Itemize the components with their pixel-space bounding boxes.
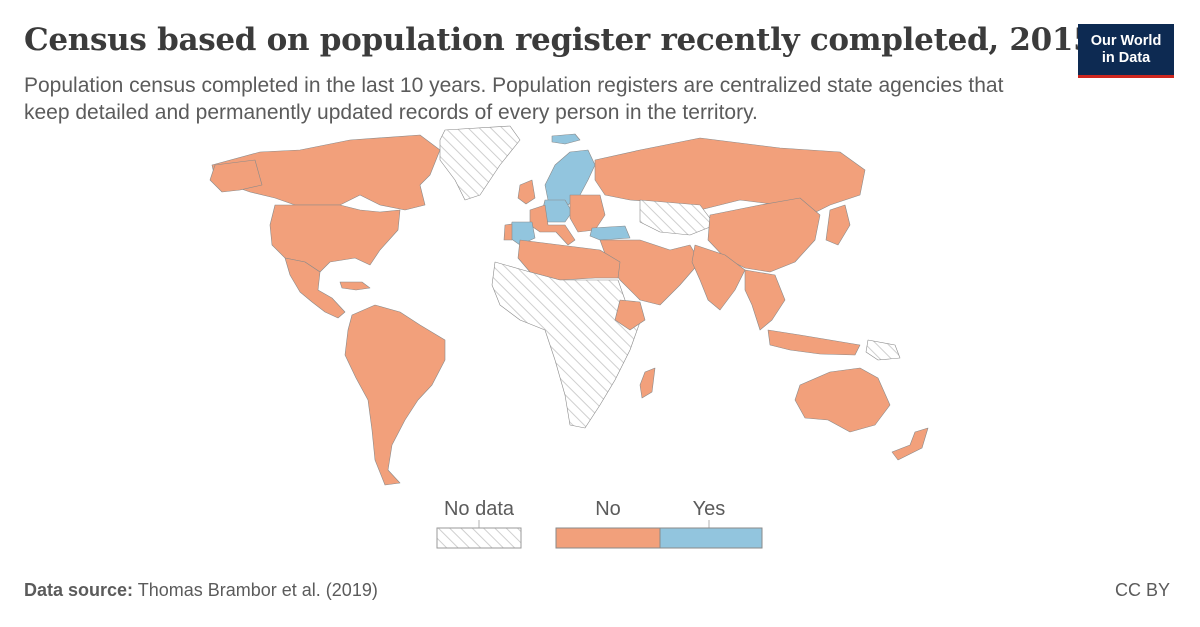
region-australia[interactable] [794, 367, 891, 433]
region-eastern-europe[interactable] [569, 194, 606, 233]
legend-swatch-yes[interactable] [659, 527, 763, 549]
region-sub-saharan-africa[interactable] [491, 261, 641, 429]
region-png[interactable] [865, 339, 901, 361]
region-indonesia[interactable] [767, 329, 861, 356]
region-mexico-central-america[interactable] [284, 257, 346, 319]
region-iceland[interactable] [551, 133, 581, 145]
data-source: Data source: Thomas Brambor et al. (2019… [24, 580, 378, 601]
data-source-text[interactable]: Thomas Brambor et al. (2019) [137, 580, 378, 600]
region-new-zealand[interactable] [891, 427, 929, 461]
region-canada[interactable] [211, 134, 441, 211]
region-greenland[interactable] [439, 125, 521, 201]
license[interactable]: CC BY [1114, 580, 1170, 600]
owid-logo[interactable]: Our World in Data [1078, 24, 1174, 78]
data-source-label: Data source: [24, 580, 134, 600]
region-russia[interactable] [594, 137, 866, 216]
region-southern-europe[interactable] [529, 204, 576, 246]
logo-line-2: in Data [1101, 50, 1151, 66]
region-japan[interactable] [825, 204, 851, 246]
legend-label-yes: Yes [693, 498, 726, 520]
chart-subtitle: Population census completed in the last … [24, 74, 1004, 124]
region-madagascar[interactable] [639, 367, 656, 399]
region-turkey[interactable] [589, 225, 631, 241]
legend-swatch-no[interactable] [555, 527, 661, 549]
legend-label-no: No [595, 498, 621, 520]
region-portugal[interactable] [503, 223, 513, 241]
region-caribbean[interactable] [339, 281, 371, 291]
region-southeast-asia[interactable] [744, 269, 786, 331]
legend-swatch-no-data[interactable] [436, 527, 522, 549]
region-central-asia[interactable] [639, 199, 716, 236]
region-alaska[interactable] [209, 159, 263, 193]
region-uk[interactable] [517, 179, 536, 205]
legend: No data No Yes [436, 498, 763, 549]
logo-line-1: Our World [1090, 33, 1162, 49]
world-map[interactable]: No data No Yes [0, 120, 1200, 560]
region-usa[interactable] [269, 204, 401, 273]
region-south-america[interactable] [344, 304, 446, 486]
region-east-africa[interactable] [614, 299, 646, 331]
region-north-africa[interactable] [517, 239, 621, 281]
legend-label-no-data: No data [444, 498, 515, 520]
chart-title: Census based on population register rece… [24, 22, 1095, 58]
region-china[interactable] [707, 197, 821, 273]
region-india[interactable] [691, 244, 746, 311]
